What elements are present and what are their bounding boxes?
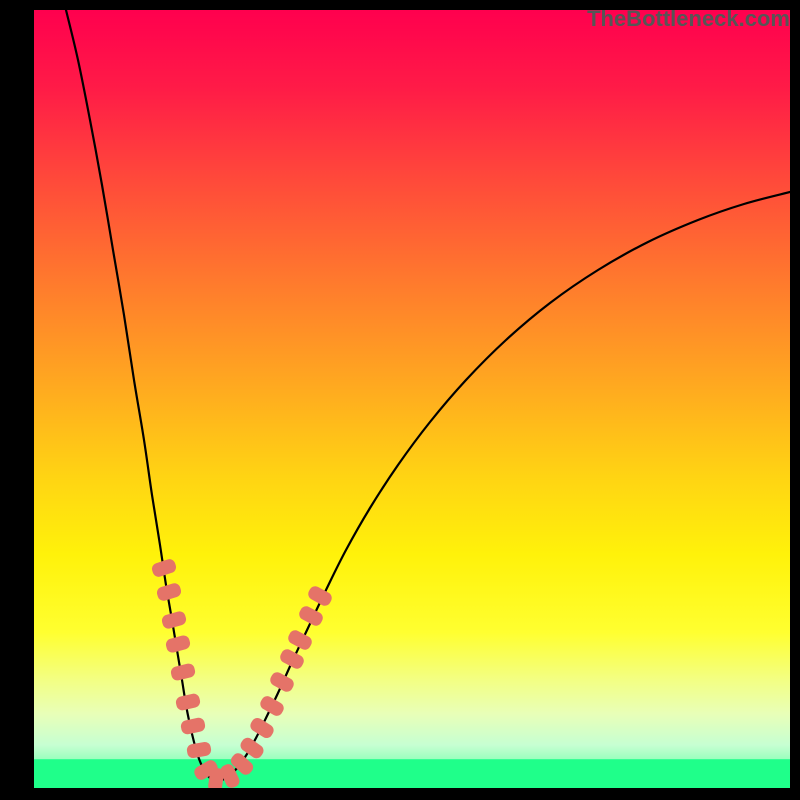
data-point-marker: [161, 610, 188, 630]
data-point-marker: [248, 716, 276, 741]
data-point-marker: [170, 662, 197, 681]
plot-area: [34, 10, 790, 788]
chart-frame: TheBottleneck.com: [0, 0, 800, 800]
data-point-marker: [175, 692, 202, 711]
data-point-marker: [180, 717, 206, 736]
optimal-zone-band: [34, 759, 790, 788]
bottleneck-curve-right: [215, 192, 790, 781]
data-point-marker: [268, 670, 296, 694]
data-point-marker: [165, 634, 192, 654]
data-point-marker: [278, 647, 306, 671]
data-point-marker: [286, 628, 314, 652]
data-point-marker: [150, 558, 177, 579]
data-point-marker: [258, 694, 286, 718]
chart-overlay-svg: [34, 10, 790, 788]
watermark-text: TheBottleneck.com: [587, 6, 790, 32]
data-point-marker: [155, 582, 182, 602]
data-point-marker: [297, 604, 325, 628]
data-point-marker: [186, 741, 212, 759]
